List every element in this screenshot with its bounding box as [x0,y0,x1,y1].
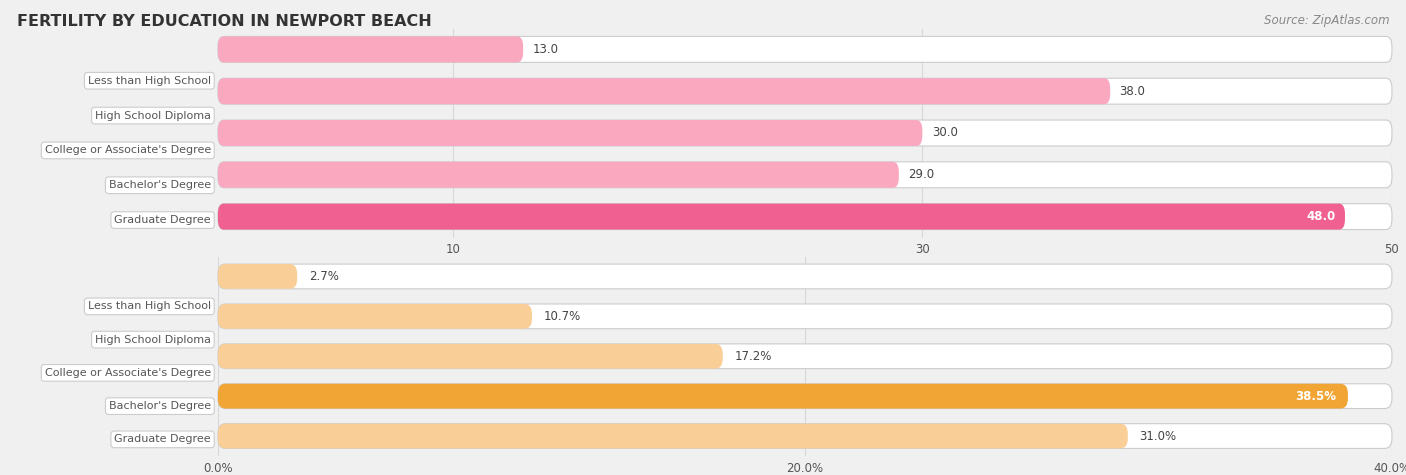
Text: Bachelor's Degree: Bachelor's Degree [108,180,211,190]
FancyBboxPatch shape [218,37,523,62]
Text: 13.0: 13.0 [533,43,558,56]
Text: FERTILITY BY EDUCATION IN NEWPORT BEACH: FERTILITY BY EDUCATION IN NEWPORT BEACH [17,14,432,29]
Text: Less than High School: Less than High School [87,301,211,312]
Text: 38.5%: 38.5% [1295,390,1336,403]
FancyBboxPatch shape [218,204,1392,229]
FancyBboxPatch shape [218,384,1348,408]
FancyBboxPatch shape [218,264,297,289]
FancyBboxPatch shape [218,78,1111,104]
FancyBboxPatch shape [218,120,922,146]
Text: Graduate Degree: Graduate Degree [114,434,211,445]
Text: 38.0: 38.0 [1119,85,1146,98]
Text: Source: ZipAtlas.com: Source: ZipAtlas.com [1264,14,1389,27]
Text: Graduate Degree: Graduate Degree [114,215,211,225]
Text: Bachelor's Degree: Bachelor's Degree [108,401,211,411]
FancyBboxPatch shape [218,204,1346,229]
Text: 29.0: 29.0 [908,168,935,181]
FancyBboxPatch shape [218,264,1392,289]
Text: High School Diploma: High School Diploma [94,334,211,345]
Text: College or Associate's Degree: College or Associate's Degree [45,145,211,155]
Text: Less than High School: Less than High School [87,76,211,86]
Text: 48.0: 48.0 [1306,210,1336,223]
Text: High School Diploma: High School Diploma [94,111,211,121]
FancyBboxPatch shape [218,304,1392,329]
FancyBboxPatch shape [218,344,1392,369]
FancyBboxPatch shape [218,424,1128,448]
FancyBboxPatch shape [218,384,1392,408]
FancyBboxPatch shape [218,78,1392,104]
Text: 30.0: 30.0 [932,126,957,140]
FancyBboxPatch shape [218,120,1392,146]
Text: 31.0%: 31.0% [1139,429,1177,443]
FancyBboxPatch shape [218,162,898,188]
FancyBboxPatch shape [218,162,1392,188]
Text: 10.7%: 10.7% [544,310,581,323]
Text: 17.2%: 17.2% [734,350,772,363]
FancyBboxPatch shape [218,37,1392,62]
Text: 2.7%: 2.7% [309,270,339,283]
FancyBboxPatch shape [218,424,1392,448]
FancyBboxPatch shape [218,344,723,369]
Text: College or Associate's Degree: College or Associate's Degree [45,368,211,378]
FancyBboxPatch shape [218,304,531,329]
